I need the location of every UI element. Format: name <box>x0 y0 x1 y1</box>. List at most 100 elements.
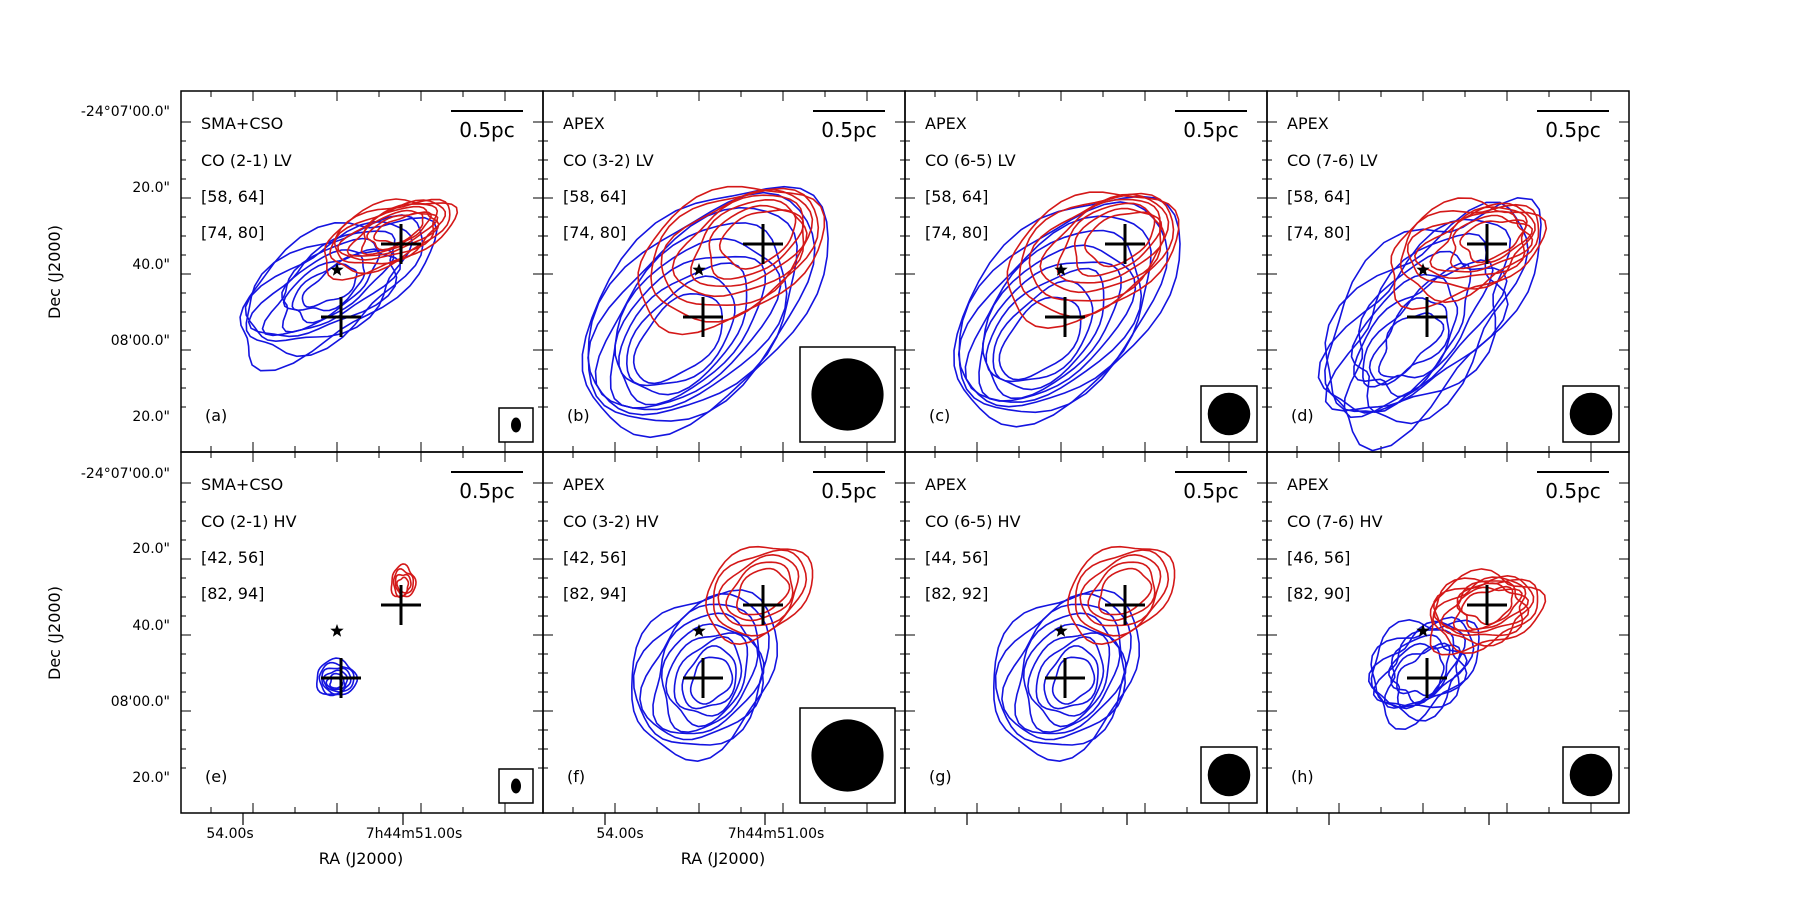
panel-label: (f) <box>567 767 585 786</box>
telescope-label: SMA+CSO <box>201 475 283 494</box>
red-lobe-contour-4 <box>1039 198 1162 294</box>
red-lobe-contour-2 <box>712 549 808 637</box>
blue-lobe-contour-7 <box>673 635 743 717</box>
red-velocity-range: [74, 80] <box>201 223 264 242</box>
blue-lobe-contour-5 <box>1343 250 1508 419</box>
blue-lobe-contour-7 <box>1035 635 1105 717</box>
dec-tick-label-row1-2: 20.0" <box>132 180 170 196</box>
red-velocity-range: [74, 80] <box>925 223 988 242</box>
dec-tick-label-row2-2: 20.0" <box>132 541 170 557</box>
dec-tick-label-row1-5: 20.0" <box>132 409 170 425</box>
outer-axis-labels: -24°07'00.0" 20.0" 40.0" 08'00.0" 20.0" … <box>45 104 824 868</box>
blue-lobe-contour-8 <box>681 645 737 710</box>
blue-lobe-contour-8 <box>1362 276 1459 388</box>
panel-frame <box>1266 451 1630 814</box>
dec-tick-label-row1-1: -24°07'00.0" <box>81 104 170 120</box>
panel-label: (d) <box>1291 406 1314 425</box>
central-star-marker <box>1416 624 1430 637</box>
blue-lobe-contour-2 <box>587 191 816 422</box>
panel-frame <box>180 451 544 814</box>
blue-lobe-contour-9 <box>1368 297 1450 386</box>
red-lobe-contour-4 <box>725 561 794 622</box>
red-lobe-contour-5 <box>690 198 808 288</box>
dec-axis-label-row1: Dec (J2000) <box>45 225 64 319</box>
beam-circle <box>811 358 884 431</box>
blue-lobe-contour-2 <box>318 661 355 697</box>
blue-lobe-contour-3 <box>1001 603 1127 741</box>
red-lobe-contour-4 <box>396 576 410 594</box>
blue-velocity-range: [42, 56] <box>563 548 626 567</box>
scale-bar-label: 0.5pc <box>1183 118 1239 142</box>
panel-label: (b) <box>567 406 590 425</box>
telescope-label: APEX <box>1287 114 1329 133</box>
blue-velocity-range: [58, 64] <box>563 187 626 206</box>
blue-lobe-contour-5 <box>1022 623 1121 734</box>
telescope-label: APEX <box>563 114 605 133</box>
blue-lobe-contour-6 <box>614 255 767 406</box>
red-lobe-contour-1 <box>705 545 814 646</box>
telescope-label: APEX <box>1287 475 1329 494</box>
central-star-marker <box>330 624 344 637</box>
blue-lobe-contour-2 <box>958 201 1169 414</box>
dec-tick-label-row2-4: 08'00.0" <box>111 694 170 710</box>
beam-circle <box>1207 392 1251 436</box>
panel-label: (h) <box>1291 767 1314 786</box>
blue-lobe-contour-3 <box>587 206 798 416</box>
red-velocity-range: [82, 90] <box>1287 584 1350 603</box>
red-lobe-contour-6 <box>360 209 439 256</box>
blue-lobe-contour-5 <box>1383 634 1468 709</box>
red-lobe-contour-1 <box>1006 191 1180 330</box>
line-label: CO (2-1) LV <box>201 151 292 170</box>
dec-axis-label-row2: Dec (J2000) <box>45 586 64 680</box>
red-lobe-contour-8 <box>1460 585 1514 626</box>
panel-label: (a) <box>205 406 227 425</box>
red-lobe-contour-2 <box>1018 192 1175 318</box>
ra-axis-label-col2: RA (J2000) <box>681 849 765 868</box>
blue-lobe-contour-9 <box>301 263 358 309</box>
scale-bar-label: 0.5pc <box>1183 479 1239 503</box>
red-lobe-contour-1 <box>323 198 459 281</box>
blue-velocity-range: [58, 64] <box>1287 187 1350 206</box>
central-star-marker <box>692 263 706 276</box>
blue-lobe-contour-6 <box>665 632 749 728</box>
panel-g: 0.5pc APEX CO (6-5) HV [44, 56] [82, 92] (g) <box>904 451 1268 825</box>
blue-lobe-contour-4 <box>1014 612 1127 735</box>
central-star-marker <box>1416 263 1430 276</box>
red-lobe-contour-6 <box>1073 207 1163 277</box>
contour-group <box>239 198 459 372</box>
blue-lobe-contour-8 <box>625 275 736 387</box>
blue-lobe-contour-6 <box>1027 632 1111 728</box>
dec-tick-label-row1-4: 08'00.0" <box>111 333 170 349</box>
panel-b: 0.5pc APEX CO (3-2) LV [58, 64] [74, 80] (b) <box>542 90 906 453</box>
panel-c: 0.5pc APEX CO (6-5) LV [58, 64] [74, 80] (c) <box>904 90 1268 453</box>
red-lobe-contour-1 <box>1067 545 1176 646</box>
central-star-marker <box>1054 263 1068 276</box>
red-lobe-contour-8 <box>373 212 424 245</box>
blue-lobe-contour-8 <box>1043 645 1099 710</box>
contour-group <box>630 545 814 763</box>
blue-lobe-contour-6 <box>1350 259 1494 413</box>
panel-d: 0.5pc APEX CO (7-6) LV [58, 64] [74, 80] (d) <box>1266 90 1630 453</box>
red-lobe-contour-6 <box>1452 582 1530 632</box>
red-lobe-contour-4 <box>337 203 439 261</box>
contour-group <box>1317 196 1548 452</box>
blue-lobe-contour-3 <box>1317 218 1512 414</box>
line-label: CO (2-1) HV <box>201 512 297 531</box>
blue-lobe-contour-8 <box>1396 645 1445 697</box>
ra-axis-label-col1: RA (J2000) <box>319 849 403 868</box>
panel-label: (e) <box>205 767 227 786</box>
red-lobe-contour-2 <box>1399 203 1540 304</box>
blue-lobe-contour-1 <box>581 185 829 439</box>
scale-bar-label: 0.5pc <box>821 118 877 142</box>
ra-tick-label-b1: 54.00s <box>596 826 643 842</box>
central-star-marker <box>330 263 344 276</box>
dec-tick-label-row2-5: 20.0" <box>132 770 170 786</box>
blue-lobe-contour-5 <box>261 237 402 337</box>
blue-lobe-contour-8 <box>992 279 1094 383</box>
blue-lobe-contour-1 <box>992 589 1141 763</box>
beam-ellipse <box>511 778 521 794</box>
blue-lobe-contour-1 <box>630 589 779 763</box>
red-velocity-range: [74, 80] <box>1287 223 1350 242</box>
red-lobe-contour-5 <box>1097 567 1153 616</box>
